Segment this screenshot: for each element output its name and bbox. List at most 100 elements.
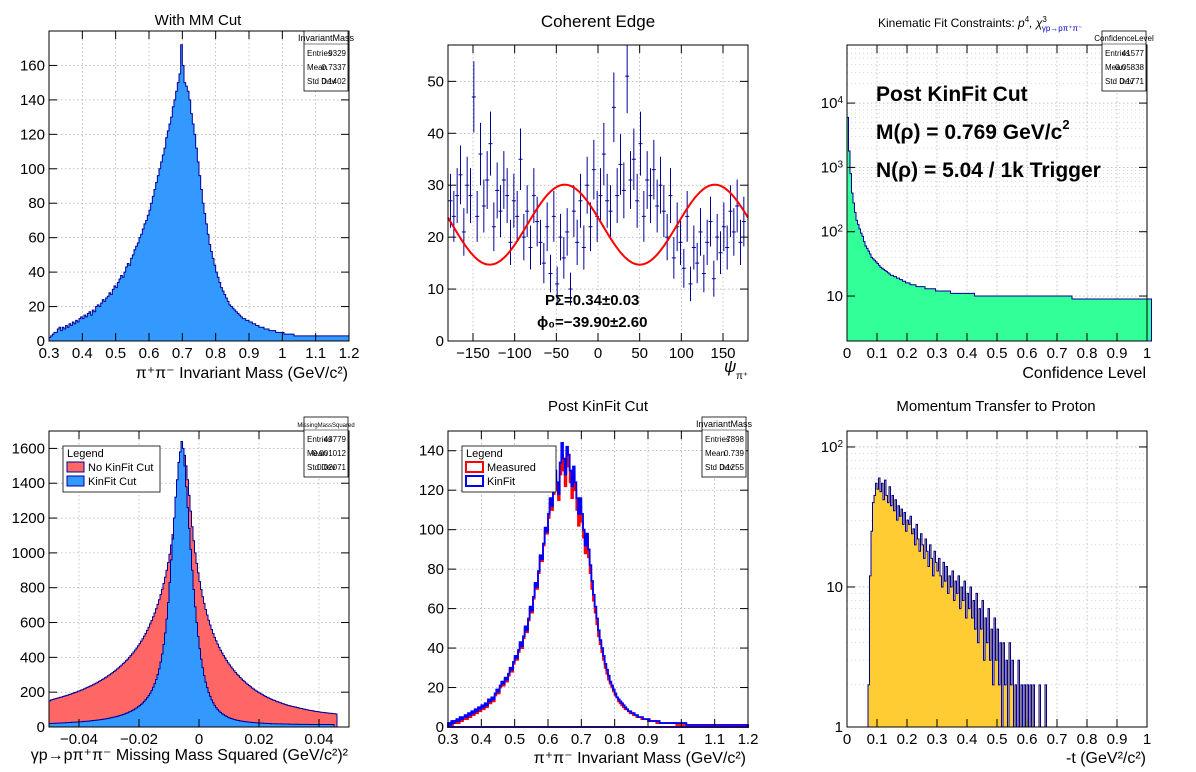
data-point [668,168,673,224]
data-point [645,151,650,209]
y-tick-label: 1 [835,719,843,736]
data-point [711,260,716,297]
x-axis-label: ψ [724,357,736,376]
x-tick-label: 0.8 [1077,731,1098,748]
y-tick-label: 1400 [12,475,45,492]
x-tick-label: 0.6 [1017,345,1038,362]
legend-label-kinfit: KinFit [487,476,515,488]
data-point [588,202,593,252]
y-tick-label: 200 [20,684,45,701]
data-point [731,208,736,256]
data-point [618,134,623,195]
fit-curve [447,183,749,266]
data-point [535,196,540,247]
data-point [478,122,483,186]
data-point [611,72,616,143]
data-point [501,151,506,209]
stats-mean: 0.05838 [1115,63,1144,72]
y-tick-label: 20 [427,680,444,697]
x-tick-label: 0.1 [867,345,888,362]
data-point [721,202,726,252]
x-tick-label: 0.5 [105,345,126,362]
title-main: Kinematic Fit Constraints: [878,16,1018,30]
y-tick-label: 600 [20,615,45,632]
x-tick-label: 0.9 [1107,731,1128,748]
x-tick-label: 0.4 [957,345,978,362]
stats-std: 0.02071 [317,463,346,472]
data-point [551,190,556,242]
y-tick-label: 800 [20,580,45,597]
data-point [565,208,570,256]
x-tick-label: 0.4 [72,345,93,362]
x-axis-label: γp→pπ⁺π⁻ Missing Mass Squared (GeV/c²)² [31,747,349,764]
annotation-rho-mass: M(ρ) = 0.769 GeV/c2 [876,117,1070,144]
histogram [867,477,1101,728]
plot-area: 0.3 0.4 0.5 0.6 0.7 0.8 0.9 1 1.1 1.2 0 20 40 60 80 100… [419,430,758,748]
data-point [541,242,546,284]
data-point [491,202,496,252]
fit-annotation-amplitude: PΣ=0.34±0.03 [545,292,639,309]
y-tick-label: 160 [20,57,45,74]
x-tick-label: 0.8 [604,731,625,748]
x-axis-label: π⁺π⁻ Invariant Mass (GeV/c²) [136,365,348,382]
data-point [655,179,660,233]
title-p-sup: 4 [1025,15,1030,24]
axis-ticks: 0.3 0.4 0.5 0.6 0.7 0.8 0.9 1 1.1 1.2 0 20 40 60 80 100… [20,31,359,362]
data-point [485,151,490,209]
data-point [648,168,653,224]
x-tick-label: 0.5 [504,731,525,748]
x-tick-label: −150 [456,345,490,362]
legend-label-kinfit: KinFit Cut [88,476,136,488]
panel-coherent-edge: Coherent Edge −150 −100 −50 0 50 100 150 0 10 20 3… [427,12,749,382]
data-point [621,162,626,219]
data-point [528,225,533,270]
data-point [548,254,553,293]
stats-entries-label: Entries [1105,49,1130,58]
y-tick-label: 100 [20,161,45,178]
data-point [581,225,586,270]
x-tick-label: 0.9 [239,345,260,362]
data-point [725,225,730,270]
x-tick-label: 1 [278,345,286,362]
title-chi: , χ [1029,16,1043,30]
stats-std-label: Std Dev [307,77,335,86]
panel-title: Momentum Transfer to Proton [896,398,1095,415]
data-point [538,219,543,265]
data-point [458,145,463,205]
stats-std-label: Std Dev [1105,77,1133,86]
data-point [741,196,746,247]
stats-entries-label: Entries [307,435,332,444]
x-tick-label: 1.1 [704,731,725,748]
data-point [525,185,530,238]
stats-std-label: Std Dev [307,463,335,472]
data-point [568,272,573,306]
y-tick-label: 60 [427,601,444,618]
stats-std: 0.1771 [1120,77,1145,86]
data-point [701,254,706,293]
data-point [475,190,480,242]
x-tick-label: 0.5 [987,731,1008,748]
legend: Legend No KinFit Cut KinFit Cut [62,445,161,493]
legend-swatch-no-kinfit [66,461,85,473]
plot-frame [48,30,350,342]
x-tick-label: 0.02 [244,731,273,748]
data-point [578,173,583,228]
stats-name: InvariantMass [298,33,355,43]
y-tick-label: 20 [28,299,45,316]
stats-mean: 0.739 [724,449,745,458]
plot-area: −150 −100 −50 0 50 100 150 0 10 20 30 40 50 [427,44,749,362]
data-point [505,168,510,224]
y-tick-label: 400 [20,649,45,666]
data-point [615,168,620,224]
y-tick-label: 0 [37,333,45,350]
data-point [448,173,453,228]
x-tick-label: −50 [544,345,569,362]
plot-frame [447,430,749,728]
y-tick-label: 80 [28,195,45,212]
title-p: p [1017,16,1025,30]
stats-mean-label: Mean [705,449,725,458]
y-tick-label: 0 [436,333,444,350]
x-tick-label: 0.5 [987,345,1008,362]
x-tick-label: 0.3 [927,345,948,362]
data-point [735,179,740,233]
